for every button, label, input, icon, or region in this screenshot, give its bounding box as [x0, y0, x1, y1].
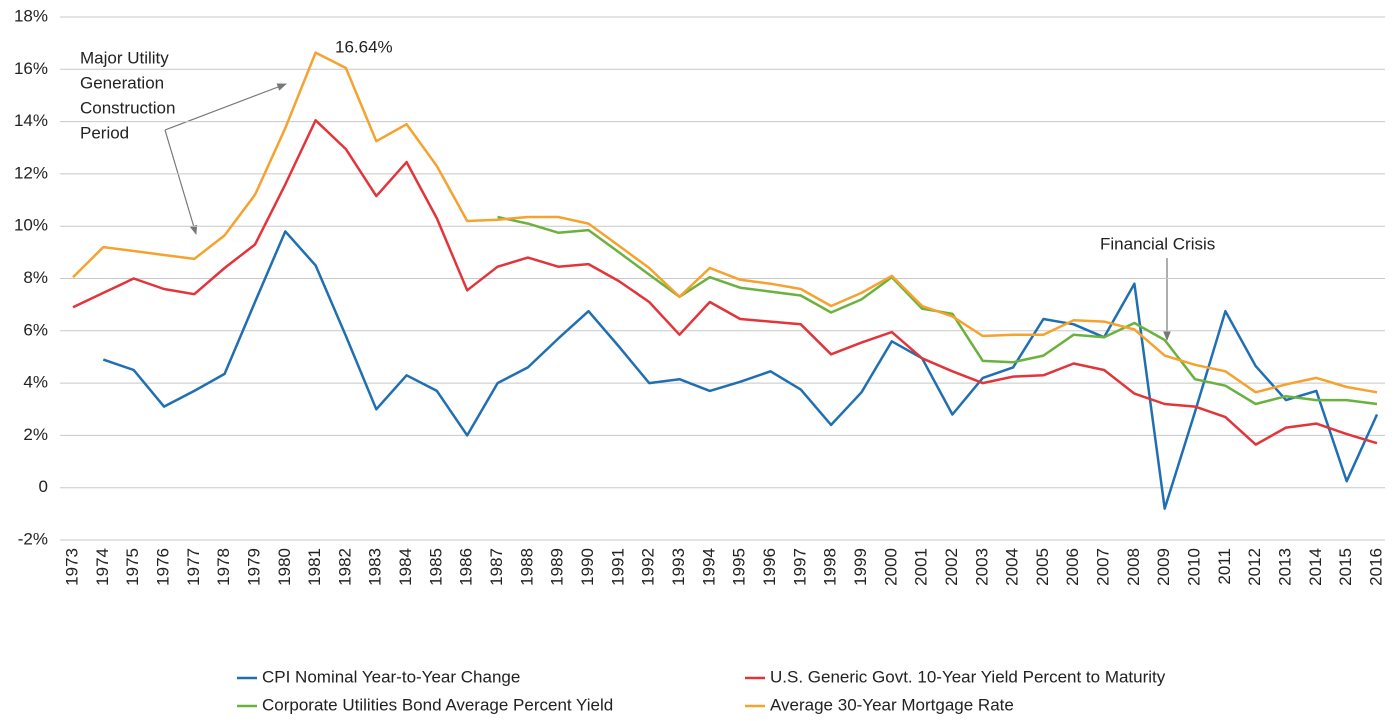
x-tick-label: 1997: [790, 548, 809, 586]
annotation: Major Utility: [80, 48, 169, 67]
arrow: [164, 129, 198, 235]
x-tick-label: 1980: [275, 548, 294, 586]
series-line: [102, 230, 1379, 510]
x-tick-label: 2002: [942, 548, 961, 586]
x-tick-label: 1989: [548, 548, 567, 586]
annotation-arrows: [164, 83, 1171, 341]
x-tick-label: 1979: [244, 548, 263, 586]
x-tick-label: 1985: [426, 548, 445, 586]
x-tick-label: 1984: [396, 548, 415, 586]
x-tick-label: 1983: [366, 548, 385, 586]
annotation: Period: [80, 123, 129, 142]
x-tick-label: 2007: [1094, 548, 1113, 586]
y-tick-label: 18%: [14, 6, 48, 25]
x-tick-label: 1998: [821, 548, 840, 586]
x-tick-label: 2013: [1276, 548, 1295, 586]
series-line: [72, 119, 1378, 446]
series-line: [72, 51, 1378, 394]
y-tick-label: 16%: [14, 59, 48, 78]
x-tick-label: 2005: [1033, 548, 1052, 586]
legend-item: U.S. Generic Govt. 10-Year Yield Percent…: [745, 667, 1166, 686]
x-tick-label: 1975: [123, 548, 142, 586]
x-tick-label: 1986: [457, 548, 476, 586]
x-tick-label: 2014: [1306, 548, 1325, 586]
x-tick-label: 2011: [1215, 548, 1234, 585]
x-tick-label: 1987: [487, 548, 506, 586]
annotation: 16.64%: [335, 37, 393, 56]
legend-item: CPI Nominal Year-to-Year Change: [237, 667, 520, 686]
x-tick-label: 1994: [699, 548, 718, 586]
x-tick-label: 1990: [578, 548, 597, 586]
x-tick-label: 1981: [305, 548, 324, 586]
legend-item: Average 30-Year Mortgage Rate: [745, 695, 1014, 714]
x-tick-label: 2016: [1366, 548, 1385, 586]
legend-label: CPI Nominal Year-to-Year Change: [262, 667, 520, 686]
y-tick-label: -2%: [18, 529, 48, 548]
x-tick-label: 1995: [730, 548, 749, 586]
x-tick-label: 1993: [669, 548, 688, 586]
x-tick-label: 1976: [153, 548, 172, 586]
x-tick-label: 2012: [1245, 548, 1264, 586]
x-tick-label: 1978: [214, 548, 233, 586]
x-tick-label: 1992: [639, 548, 658, 586]
x-tick-label: 2008: [1124, 548, 1143, 586]
x-tick-label: 2015: [1336, 548, 1355, 586]
x-tick-label: 2001: [912, 548, 931, 586]
y-tick-label: 12%: [14, 163, 48, 182]
y-tick-label: 4%: [23, 373, 48, 392]
legend-label: Average 30-Year Mortgage Rate: [770, 695, 1014, 714]
x-tick-label: 1977: [184, 548, 203, 586]
x-tick-label: 2006: [1063, 548, 1082, 586]
y-tick-label: 6%: [23, 320, 48, 339]
x-tick-label: 1999: [851, 548, 870, 586]
x-tick-label: 1996: [760, 548, 779, 586]
y-tick-label: 0: [39, 477, 48, 496]
annotation: Generation: [80, 73, 164, 92]
x-tick-label: 2010: [1185, 548, 1204, 586]
y-tick-label: 2%: [23, 425, 48, 444]
legend-label: Corporate Utilities Bond Average Percent…: [262, 695, 613, 714]
x-tick-label: 2003: [972, 548, 991, 586]
legend-label: U.S. Generic Govt. 10-Year Yield Percent…: [770, 667, 1166, 686]
y-tick-label: 10%: [14, 216, 48, 235]
x-tick-label: 2000: [881, 548, 900, 586]
y-tick-label: 14%: [14, 111, 48, 130]
x-tick-label: 1973: [62, 548, 81, 586]
x-tick-label: 2009: [1154, 548, 1173, 586]
x-tick-label: 1982: [335, 548, 354, 586]
annotation: Construction: [80, 98, 175, 117]
y-tick-label: 8%: [23, 268, 48, 287]
annotation: Financial Crisis: [1100, 234, 1215, 253]
x-tick-label: 1974: [93, 548, 112, 586]
x-tick-label: 1991: [608, 548, 627, 586]
arrow: [164, 83, 287, 131]
legend-item: Corporate Utilities Bond Average Percent…: [237, 695, 613, 714]
x-tick-label: 1988: [517, 548, 536, 586]
x-tick-label: 2004: [1003, 548, 1022, 586]
